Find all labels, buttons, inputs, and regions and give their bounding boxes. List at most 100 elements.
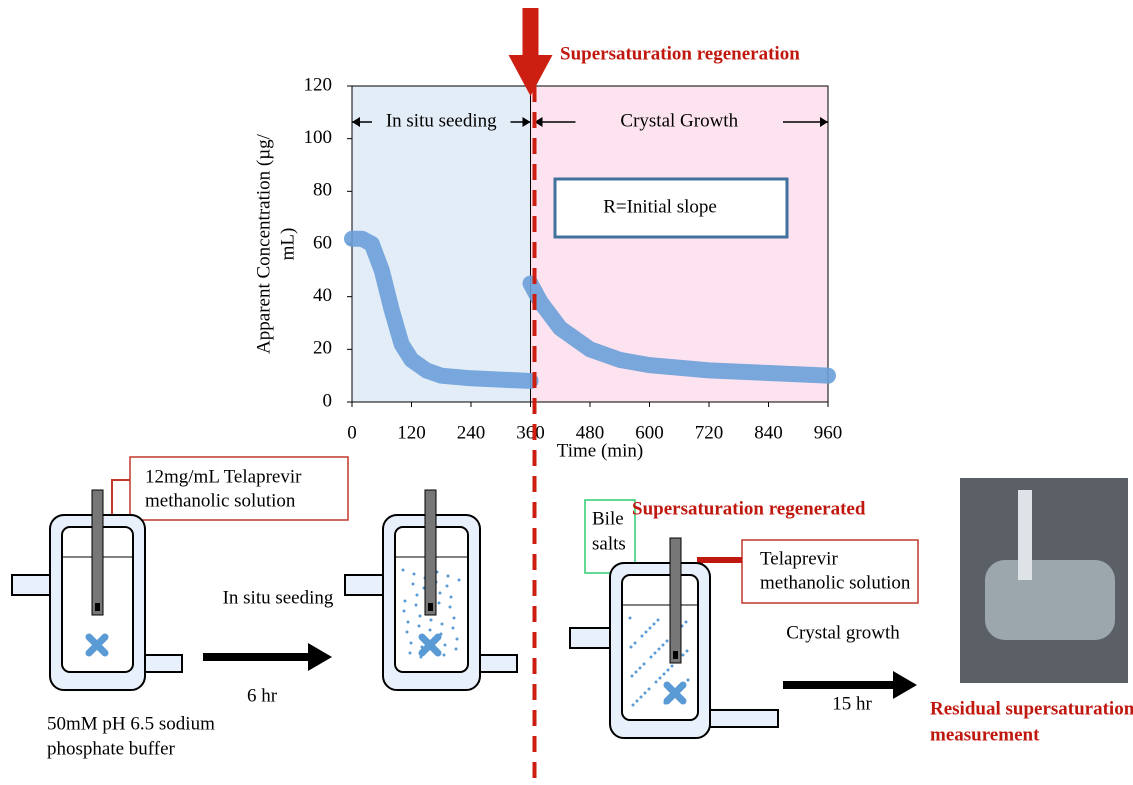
seed	[403, 599, 407, 603]
seed	[428, 628, 432, 632]
seed	[661, 643, 665, 647]
seed	[405, 630, 409, 634]
y-tick-label: 120	[304, 74, 333, 95]
telaprevir-label: methanolic solution	[760, 572, 911, 593]
seed	[647, 687, 651, 691]
probe-tip	[673, 651, 678, 659]
seed	[448, 605, 452, 609]
seed	[411, 582, 415, 586]
regenerated-label: Supersaturation regenerated	[632, 498, 866, 519]
step-time: 6 hr	[247, 685, 278, 706]
seed	[633, 641, 637, 645]
pipe	[479, 654, 518, 673]
seed	[658, 676, 662, 680]
probe-tip	[428, 603, 433, 611]
buffer-label: 50mM pH 6.5 sodium	[47, 713, 215, 734]
pipe	[11, 574, 51, 596]
arrow-head	[893, 671, 917, 699]
seed	[685, 649, 689, 653]
pipe	[709, 709, 779, 728]
bile-label: Bile	[592, 508, 624, 529]
seed	[642, 662, 646, 666]
annotation-box	[553, 177, 789, 239]
seed	[638, 666, 642, 670]
seed	[438, 591, 442, 595]
measurement-label: Residual supersaturation	[930, 698, 1133, 719]
seed	[414, 603, 418, 607]
seed	[408, 651, 412, 655]
seed	[657, 647, 661, 651]
seed	[634, 670, 638, 674]
x-axis-title: Time (min)	[557, 440, 643, 461]
seed	[656, 618, 660, 622]
seed	[665, 639, 669, 643]
telaprevir-box	[741, 539, 919, 604]
seed	[452, 616, 456, 620]
series-line	[344, 230, 836, 389]
region-label: Crystal Growth	[620, 110, 738, 131]
seed	[442, 653, 446, 657]
seed	[445, 584, 449, 588]
buffer-label: phosphate buffer	[47, 738, 176, 759]
plot: In situ seeding Crystal Growth R=Initial s…	[253, 74, 842, 461]
measurement-label: measurement	[930, 724, 1040, 745]
seed	[635, 699, 639, 703]
seed	[670, 664, 674, 668]
seed	[654, 680, 658, 684]
seed	[630, 674, 634, 678]
seed	[451, 626, 455, 630]
step-time: 15 hr	[832, 693, 872, 714]
seed	[644, 630, 648, 634]
probe-tip	[95, 603, 100, 611]
probe	[669, 537, 682, 664]
seed	[648, 626, 652, 630]
seed	[649, 655, 653, 659]
seed	[653, 651, 657, 655]
marker-arrow	[522, 8, 539, 56]
y-tick-label: 20	[313, 338, 332, 359]
seed	[409, 641, 413, 645]
x-tick-label: 120	[397, 422, 426, 443]
photo-vessel	[985, 560, 1115, 640]
seed	[628, 616, 632, 620]
x-tick-label: 720	[695, 422, 724, 443]
seed	[629, 645, 633, 649]
step-label: Crystal growth	[786, 622, 900, 643]
stir-bar	[663, 681, 687, 705]
x-tick-label: 600	[635, 422, 664, 443]
annotation: R=Initial slope	[603, 196, 717, 217]
pipe	[144, 654, 183, 673]
arrow-head	[820, 117, 828, 127]
x-tick-label: 240	[457, 422, 486, 443]
seed	[631, 703, 635, 707]
seed	[417, 624, 421, 628]
diagram: 12mg/mL Telaprevir methanolic solution I…	[11, 456, 1133, 759]
seed	[429, 618, 433, 622]
bile-label: salts	[592, 533, 626, 554]
arrow-head	[534, 117, 543, 127]
seed	[684, 620, 688, 624]
arrow-head	[308, 643, 332, 671]
seed	[401, 568, 405, 572]
seed	[640, 634, 644, 638]
pipe	[344, 574, 384, 596]
region	[351, 85, 531, 403]
step-label: In situ seeding	[223, 587, 334, 608]
probe	[91, 489, 104, 616]
vessel-inner	[621, 574, 699, 721]
photo-probe	[1018, 490, 1032, 580]
stock-label: methanolic solution	[145, 490, 296, 511]
seed	[686, 678, 690, 682]
seed	[406, 620, 410, 624]
probe	[424, 489, 437, 616]
seed	[402, 609, 406, 613]
seed	[449, 595, 453, 599]
seed	[446, 574, 450, 578]
stock-box	[129, 456, 349, 521]
seed	[652, 622, 656, 626]
telaprevir-label: Telaprevir	[760, 548, 838, 569]
y-tick-label: 40	[313, 285, 332, 306]
seed	[412, 572, 416, 576]
arrow-head	[352, 117, 360, 127]
seed	[662, 672, 666, 676]
